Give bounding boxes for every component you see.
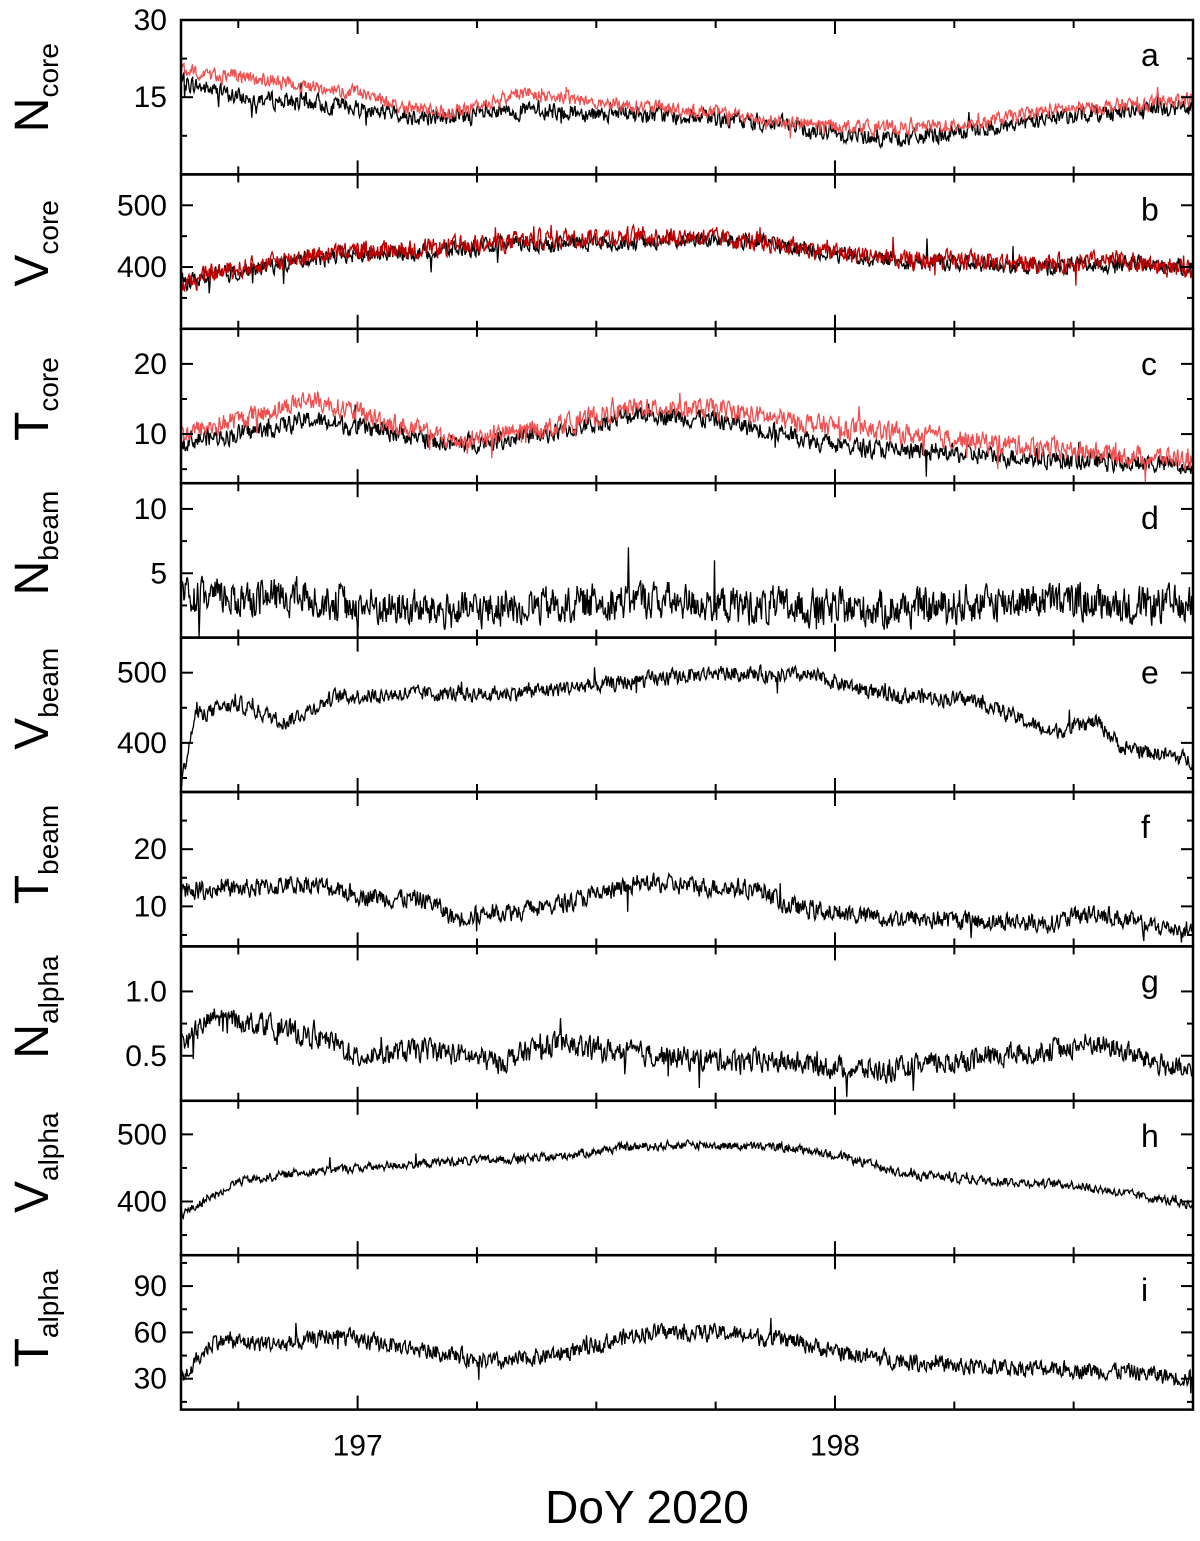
y-tick-label-f: 20	[134, 833, 167, 866]
panel-frame-e	[179, 636, 1195, 794]
series-line-a-red	[181, 62, 1193, 139]
series-line-f-black	[181, 871, 1193, 943]
series-line-i-black	[181, 1317, 1193, 1394]
y-tick-label-b: 400	[117, 251, 167, 284]
series-line-g-black	[181, 1008, 1193, 1097]
panel-frame-d	[179, 481, 1195, 639]
panel-g: 0.5 1.0 g Nalpha	[6, 945, 1195, 1103]
panel-h: 400 500 h Valpha	[6, 1099, 1195, 1257]
panel-letter-a: a	[1141, 37, 1159, 73]
y-tick-label-e: 500	[117, 657, 167, 690]
panel-letter-d: d	[1141, 500, 1159, 536]
y-axis-title-i: Talpha	[6, 1269, 64, 1367]
panel-letter-b: b	[1141, 191, 1159, 227]
panel-f: 10 20 f Tbeam	[6, 790, 1195, 948]
panel-b: 400 500 b Vcore	[6, 173, 1195, 331]
panels-group: 15 30 a Ncore 400 500 b Vcore 10 20 c Tcore 5 10 d Nbea…	[6, 4, 1195, 1411]
y-axis-title-e: Vbeam	[6, 648, 64, 750]
y-tick-label-d: 5	[150, 557, 167, 590]
y-tick-label-a: 15	[134, 81, 167, 114]
panel-e: 400 500 e Vbeam	[6, 636, 1195, 794]
y-tick-label-h: 400	[117, 1185, 167, 1218]
y-tick-label-i: 60	[134, 1316, 167, 1349]
y-axis-title-c: Tcore	[6, 357, 64, 441]
y-tick-label-e: 400	[117, 727, 167, 760]
series-line-d-black	[181, 547, 1193, 638]
y-axis-title-h: Valpha	[6, 1112, 64, 1213]
x-tick-label: 197	[333, 1430, 383, 1463]
panel-i: 30 60 90 i Talpha	[6, 1253, 1195, 1411]
y-tick-label-b: 500	[117, 189, 167, 222]
panel-a: 15 30 a Ncore	[6, 4, 1195, 176]
x-axis: 197 198	[333, 1430, 860, 1463]
panel-letter-i: i	[1141, 1272, 1148, 1308]
series-line-c-red	[181, 390, 1193, 483]
series-line-e-black	[181, 664, 1193, 791]
x-axis-title: DoY 2020	[545, 1481, 749, 1533]
panel-frame-h	[179, 1099, 1195, 1257]
y-axis-title-f: Tbeam	[6, 805, 64, 904]
panel-c: 10 20 c Tcore	[6, 327, 1195, 485]
y-tick-label-c: 10	[134, 418, 167, 451]
panel-letter-f: f	[1141, 809, 1150, 845]
y-tick-label-f: 10	[134, 890, 167, 923]
series-line-b-darkred	[181, 223, 1193, 292]
panel-d: 5 10 d Nbeam	[6, 481, 1195, 639]
panel-letter-h: h	[1141, 1118, 1159, 1154]
panel-letter-e: e	[1141, 655, 1159, 691]
y-tick-label-h: 500	[117, 1118, 167, 1151]
y-tick-label-a: 30	[134, 4, 167, 37]
panel-letter-g: g	[1141, 963, 1159, 999]
series-line-c-black	[181, 403, 1193, 477]
y-tick-label-d: 10	[134, 493, 167, 526]
panel-letter-c: c	[1141, 346, 1157, 382]
y-tick-label-c: 20	[134, 348, 167, 381]
y-axis-title-a: Ncore	[6, 43, 64, 132]
y-axis-title-d: Nbeam	[6, 491, 64, 596]
y-axis-title-b: Vcore	[6, 200, 64, 286]
y-tick-label-i: 30	[134, 1363, 167, 1396]
y-tick-label-g: 0.5	[125, 1040, 167, 1073]
y-tick-label-g: 1.0	[125, 975, 167, 1008]
panel-frame-g	[179, 945, 1195, 1103]
y-tick-label-i: 90	[134, 1270, 167, 1303]
series-line-h-black	[181, 1138, 1193, 1221]
panel-frame-a	[179, 18, 1195, 176]
x-tick-label: 198	[810, 1430, 860, 1463]
y-axis-title-g: Nalpha	[6, 955, 64, 1059]
